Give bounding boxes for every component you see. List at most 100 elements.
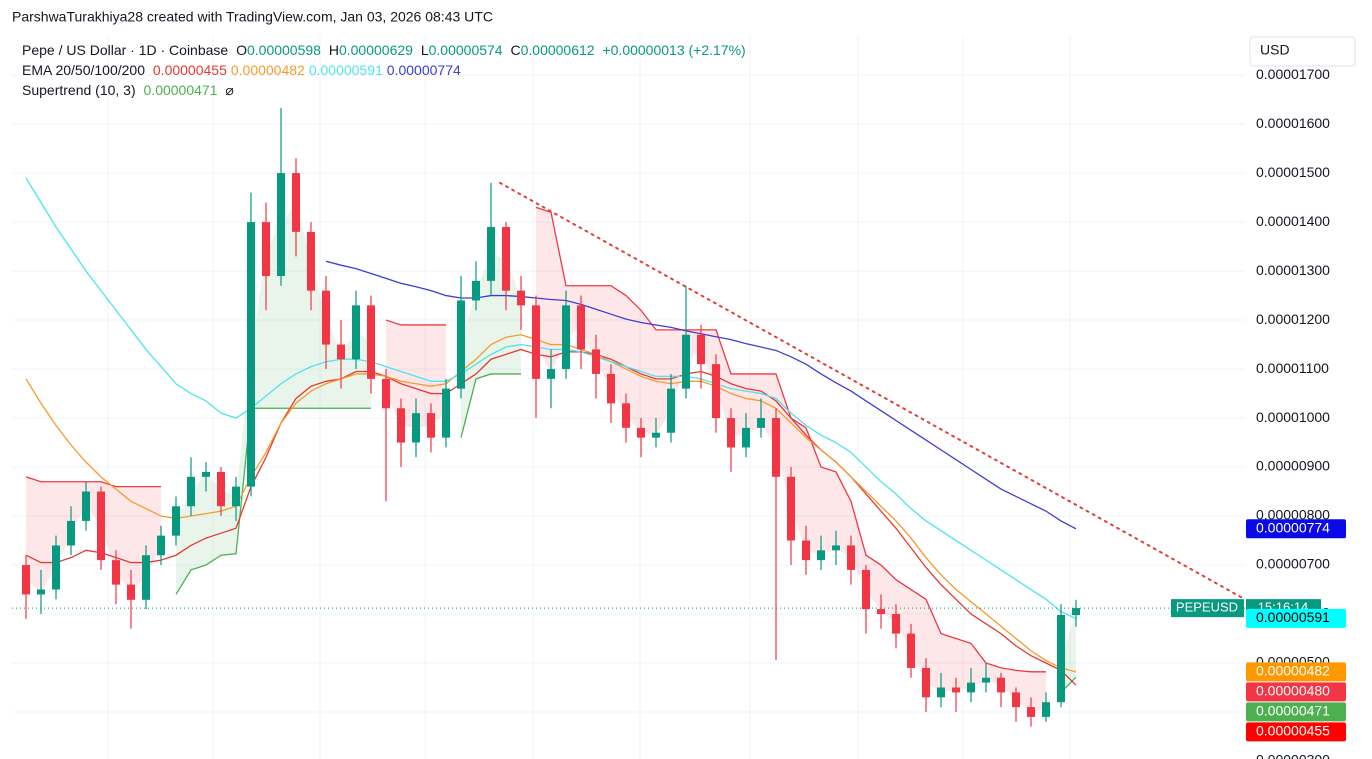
candle-body <box>82 491 90 521</box>
candle-body <box>172 506 180 536</box>
ohlc-key: O <box>236 42 247 58</box>
candle-body <box>67 520 75 546</box>
y-tick-label: 0.00001400 <box>1256 213 1330 229</box>
candle-body <box>142 555 150 600</box>
candle-body <box>787 476 795 541</box>
candle-body <box>382 378 390 409</box>
candle-body <box>547 369 555 379</box>
supertrend-fill <box>536 207 1046 713</box>
price-tag: 0.00000455 <box>1256 723 1330 739</box>
supertrend-fill <box>26 476 161 593</box>
candle-body <box>292 173 300 232</box>
supertrend-line <box>460 373 521 438</box>
price-tag-bg <box>1246 662 1346 682</box>
candle-body <box>592 349 600 374</box>
symbol-tag-bg <box>1171 599 1244 618</box>
ohlc-key: C <box>510 42 521 58</box>
candle-body <box>247 222 255 487</box>
candle-body <box>37 589 45 595</box>
candle-body <box>337 344 345 360</box>
candle-body <box>112 560 120 585</box>
candle-body <box>967 682 975 693</box>
candle-layer <box>22 107 1080 727</box>
ohlc-value: 0.00000574 <box>428 42 503 58</box>
candle-body <box>862 569 870 610</box>
ohlc-value: 0.00000612 <box>520 42 595 58</box>
supertrend-icon: ⌀ <box>225 82 234 98</box>
legend-ohlc: Pepe / US Dollar · 1D · Coinbase O0.0000… <box>22 42 750 58</box>
candle-body <box>922 667 930 698</box>
symbol-tag: PEPEUSD <box>1176 600 1238 615</box>
candle-body <box>817 550 825 561</box>
price-tag: 0.00000774 <box>1256 519 1330 535</box>
candle-body <box>277 173 285 276</box>
legend-ema: EMA 20/50/100/200 0.00000455 0.00000482 0.… <box>22 62 465 78</box>
price-tag-bg <box>1246 682 1346 702</box>
candle-body <box>322 290 330 345</box>
candle-body <box>1072 608 1080 615</box>
trendline <box>499 181 1246 601</box>
candle-body <box>352 305 360 360</box>
candle-body <box>772 418 780 477</box>
price-tag-bg <box>1246 519 1346 539</box>
candle-body <box>307 231 315 291</box>
candle-body <box>667 388 675 433</box>
fill-layer <box>26 202 1076 713</box>
candle-body <box>727 418 735 448</box>
ohlc-value: 0.00000598 <box>246 42 321 58</box>
price-tag: 0.00000471 <box>1256 703 1330 719</box>
y-tick-label: 0.00001100 <box>1256 360 1329 376</box>
candle-body <box>577 305 585 350</box>
price-tag-bg <box>1246 608 1346 628</box>
price-tag-bg <box>1246 722 1346 742</box>
price-tag: 0.00000480 <box>1256 683 1330 699</box>
y-tick-label: 0.00001600 <box>1256 115 1330 131</box>
supertrend-fill <box>176 202 371 595</box>
candle-body <box>847 545 855 570</box>
price-tag: 0.00000482 <box>1256 663 1330 679</box>
y-tick-label: 0.00001500 <box>1256 164 1330 180</box>
candle-body <box>1042 702 1050 717</box>
candle-body <box>877 609 885 615</box>
candle-body <box>997 677 1005 693</box>
ema-line <box>25 177 1077 620</box>
candle-body <box>457 300 465 389</box>
candle-body <box>892 614 900 634</box>
candle-body <box>982 677 990 683</box>
candle-body <box>757 418 765 428</box>
candle-body <box>637 427 645 438</box>
ema-name: EMA 20/50/100/200 <box>22 62 145 78</box>
supertrend-line <box>385 319 446 326</box>
y-tick-label: 0.00001000 <box>1256 409 1330 425</box>
y-tick-label: 0.00001300 <box>1256 262 1330 278</box>
candle-body <box>952 687 960 693</box>
candle-body <box>742 427 750 448</box>
y-tick-label: 0.00000700 <box>1256 556 1330 572</box>
candle-body <box>802 540 810 561</box>
candle-body <box>217 471 225 507</box>
candle-body <box>532 305 540 379</box>
candle-body <box>187 476 195 507</box>
ema-value: 0.00000774 <box>386 62 461 78</box>
y-tick-label: 0.00000900 <box>1256 458 1330 474</box>
currency-box[interactable] <box>1249 36 1356 67</box>
line-layer <box>12 177 1246 693</box>
ema-line <box>25 334 1077 673</box>
supertrend-value: 0.00000471 <box>143 82 218 98</box>
axis-layer: 0.00001700 0.00001600 0.00001500 0.00001400… <box>1256 66 1330 759</box>
candle-body <box>697 334 705 365</box>
candle-body <box>682 334 690 389</box>
change: +0.00000013 (+2.17%) <box>602 42 746 58</box>
supertrend-line <box>25 476 161 488</box>
attribution: ParshwaTurakhiya28 created with TradingV… <box>12 9 493 25</box>
candle-body <box>622 403 630 428</box>
candle-body <box>52 545 60 590</box>
price-tag-bg <box>1246 702 1346 722</box>
supertrend-name: Supertrend (10, 3) <box>22 82 136 98</box>
symbol: Pepe / US Dollar · 1D · Coinbase <box>22 42 229 58</box>
candle-body <box>97 491 105 561</box>
